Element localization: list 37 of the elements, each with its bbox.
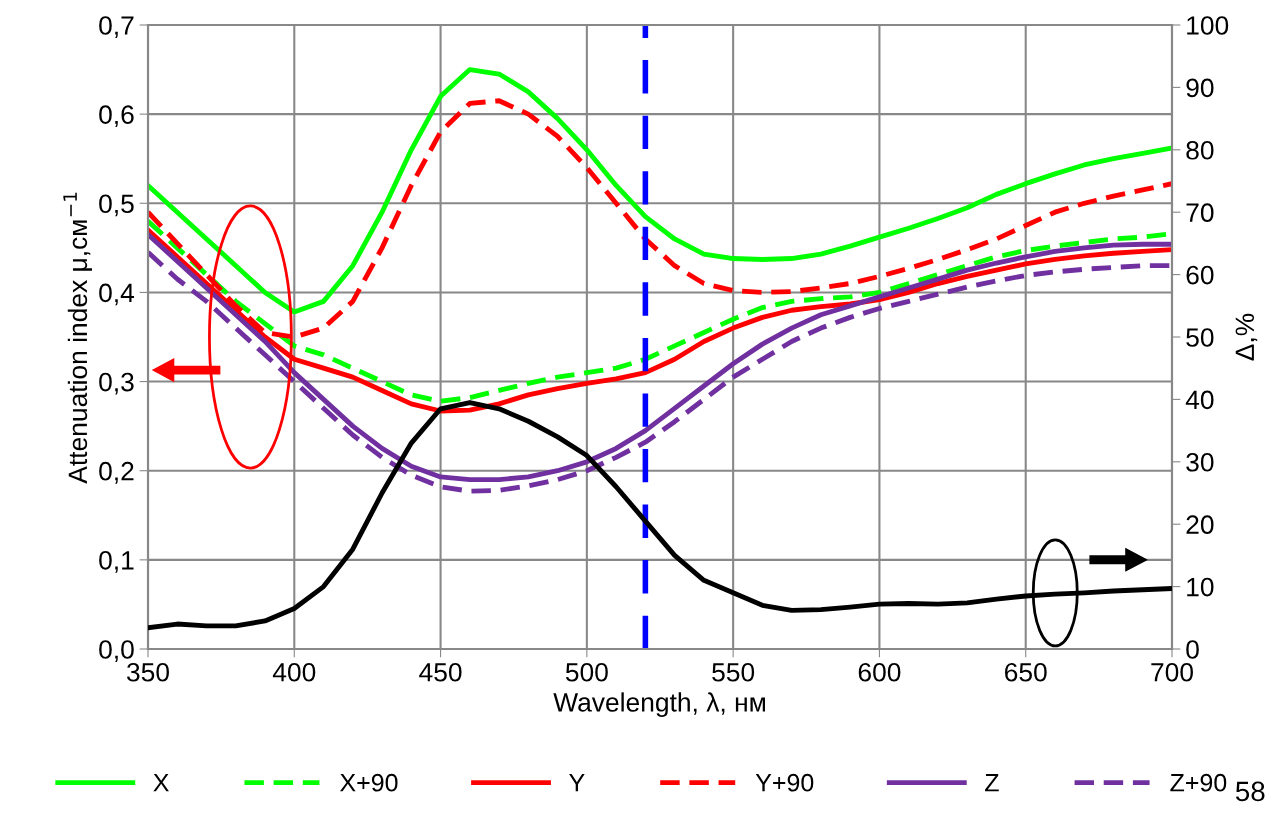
legend-label: X+90 (340, 773, 398, 792)
x-tick-label: 600 (858, 662, 901, 682)
text: 58 (1235, 781, 1265, 802)
y2-tick-label: 100 (1187, 16, 1229, 35)
y2-tick-label: 70 (1186, 203, 1214, 223)
legend-label: Z (985, 774, 999, 792)
legend-label: X (153, 774, 169, 792)
y2-tick-label: 0 (1186, 640, 1199, 659)
y-tick-label: 0,4 (99, 283, 135, 306)
y2-tick-label: 30 (1186, 452, 1214, 472)
x-tick-label: 650 (1005, 662, 1047, 682)
x-tick-label: 350 (126, 662, 169, 682)
x-axis-title: Wavelength, λ, нм (553, 692, 765, 717)
x-tick-label: 400 (272, 662, 316, 682)
legend-label: Y (569, 774, 585, 792)
legend-label: Z+90 (1170, 773, 1227, 792)
y2-tick-label: 40 (1185, 390, 1214, 410)
legend-label: Y+90 (755, 773, 814, 792)
y-tick-label: 0,5 (99, 194, 134, 217)
y-tick-label: 0,3 (99, 372, 134, 395)
y-tick-label: 0,7 (99, 16, 134, 38)
y-tick-label: 0,0 (99, 640, 134, 662)
x-tick-label: 450 (419, 662, 462, 682)
x-tick-label: 550 (712, 662, 755, 682)
y-tick-label: 0,6 (99, 105, 134, 128)
y2-tick-label: 60 (1186, 265, 1214, 285)
y2-tick-label: 50 (1186, 328, 1214, 347)
y-axis-title: Attenuation index μ,см$^{−1}$ (63, 192, 92, 484)
y2-tick-label: 90 (1186, 78, 1214, 98)
y-tick-label: 0,2 (99, 461, 134, 484)
y2-axis-title: Δ,% (1235, 313, 1258, 361)
y2-tick-label: 80 (1186, 140, 1214, 160)
y2-tick-label: 20 (1186, 515, 1214, 535)
y2-tick-label: 10 (1187, 577, 1214, 597)
x-tick-label: 500 (565, 662, 608, 682)
x-tick-label: 700 (1151, 662, 1193, 682)
y-tick-label: 0,1 (99, 550, 134, 573)
